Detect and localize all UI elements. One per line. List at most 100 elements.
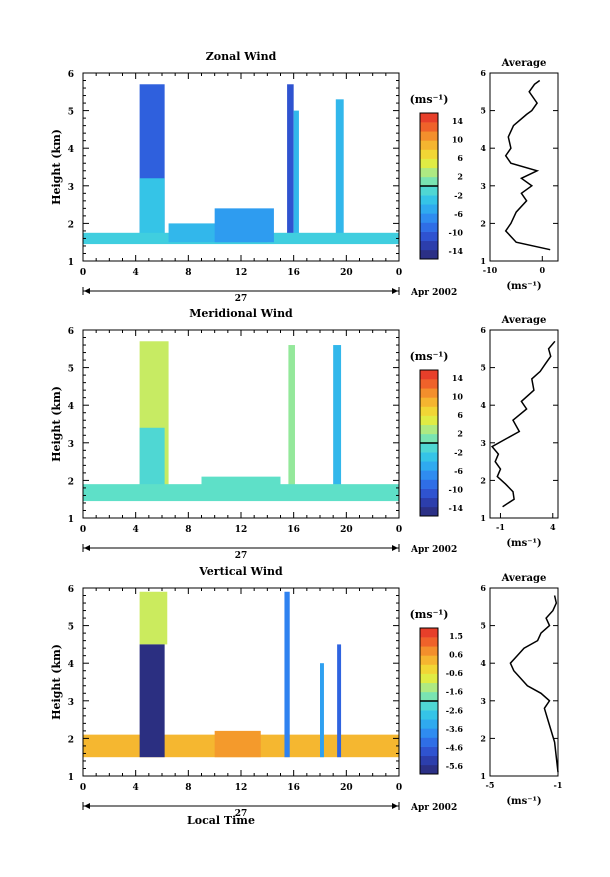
colorbar-tick-label: 6 [457, 153, 463, 163]
y-axis-label: Height (km) [50, 129, 63, 205]
colorbar-segment [420, 388, 438, 398]
average-y-tick-label: 3 [480, 181, 486, 191]
colorbar-segment [420, 222, 438, 232]
colorbar-tick-label: 10 [452, 135, 464, 145]
average-y-tick-label: 1 [480, 771, 486, 781]
average-y-tick-label: 1 [480, 256, 486, 266]
y-axis-label: Height (km) [50, 386, 63, 462]
date-month-label: Apr 2002 [410, 545, 457, 555]
x-axis-label: Local Time [187, 814, 255, 827]
x-tick-label: 0 [80, 525, 86, 535]
average-x-tick-label: 4 [550, 522, 556, 532]
colorbar-segment [420, 415, 438, 426]
heatmap-cell [214, 208, 274, 243]
colorbar-tick-label: 6 [457, 410, 463, 420]
heatmap-cell [139, 591, 168, 645]
colorbar-segment [420, 443, 438, 453]
colorbar-tick-label: -6 [454, 209, 463, 219]
date-month-label: Apr 2002 [410, 803, 457, 813]
heatmap-cell [139, 644, 165, 758]
date-bar-arrow [84, 545, 90, 551]
y-tick-label: 1 [68, 773, 74, 783]
average-y-tick-label: 6 [480, 68, 486, 78]
colorbar-segment [420, 479, 438, 489]
colorbar-tick-label: 10 [452, 392, 464, 402]
colorbar-segment [420, 149, 438, 159]
colorbar-tick-label: -5.6 [446, 761, 464, 771]
x-tick-label: 0 [80, 783, 86, 793]
colorbar-segment [420, 470, 438, 480]
date-bar-arrow [392, 545, 398, 551]
heatmap-cell [337, 644, 342, 758]
average-y-tick-label: 2 [480, 475, 486, 485]
x-tick-label: 8 [185, 783, 191, 793]
heatmap-cell [214, 730, 261, 758]
colorbar-segment [420, 728, 438, 738]
colorbar-segment [420, 122, 438, 132]
average-y-tick-label: 4 [480, 658, 486, 668]
x-tick-label: 20 [340, 783, 353, 793]
date-bar-arrow [392, 803, 398, 809]
heatmap-cells [83, 84, 399, 245]
date-bar-arrow [392, 288, 398, 294]
x-tick-label: 12 [235, 268, 248, 278]
heatmap-cells [83, 591, 399, 758]
y-tick-label: 2 [68, 220, 74, 230]
colorbar-unit: (ms⁻¹) [410, 608, 449, 621]
heatmap-cell [284, 591, 290, 758]
colorbar-segment [420, 370, 438, 380]
colorbar-segment [420, 628, 438, 638]
colorbar-segment [420, 497, 438, 508]
x-tick-label: 12 [235, 525, 248, 535]
x-tick-label: 0 [396, 268, 402, 278]
colorbar-tick-label: -6 [454, 466, 463, 476]
colorbar-segment [420, 764, 438, 775]
x-tick-label: 16 [287, 268, 300, 278]
heatmap-cell [201, 476, 281, 500]
average-y-tick-label: 3 [480, 696, 486, 706]
average-x-tick-label: -1 [554, 780, 563, 790]
average-y-tick-label: 5 [480, 106, 486, 116]
average-x-tick-label: 0 [540, 265, 546, 275]
colorbar-tick-label: 0.6 [449, 650, 463, 660]
average-profile-line [490, 340, 556, 508]
colorbar-segment [420, 195, 438, 205]
colorbar-tick-label: 1.5 [449, 631, 463, 641]
colorbar-segment [420, 249, 438, 260]
colorbar-tick-label: -4.6 [446, 742, 464, 752]
colorbar-segment [420, 379, 438, 389]
x-tick-label: 0 [396, 783, 402, 793]
average-unit: (ms⁻¹) [506, 538, 541, 549]
x-tick-label: 12 [235, 783, 248, 793]
colorbar-segment [420, 673, 438, 684]
colorbar-tick-label: -14 [449, 503, 464, 513]
colorbar-tick-label: -3.6 [446, 724, 464, 734]
x-tick-label: 4 [133, 525, 139, 535]
heatmap-cell [335, 99, 344, 243]
colorbar-segment [420, 397, 438, 407]
colorbar-segment [420, 140, 438, 150]
colorbar-unit: (ms⁻¹) [410, 93, 449, 106]
date-bar-arrow [84, 288, 90, 294]
average-title: Average [501, 58, 547, 69]
heatmap-cell [333, 345, 342, 500]
y-tick-label: 3 [68, 698, 74, 708]
date-month-label: Apr 2002 [410, 288, 457, 298]
y-tick-label: 5 [68, 623, 74, 633]
date-day-label: 27 [235, 294, 248, 304]
y-tick-label: 6 [68, 585, 74, 595]
average-x-tick-label: -10 [483, 265, 498, 275]
y-tick-label: 4 [68, 145, 74, 155]
colorbar-tick-label: -14 [449, 246, 464, 256]
colorbar-segment [420, 433, 438, 444]
colorbar-segment [420, 204, 438, 214]
colorbar-segment [420, 746, 438, 757]
colorbar-tick-label: -10 [449, 227, 464, 237]
colorbar-tick-label: -0.6 [446, 668, 464, 678]
colorbar-segment [420, 637, 438, 647]
colorbar-segment [420, 646, 438, 656]
y-tick-label: 2 [68, 477, 74, 487]
colorbar-tick-label: -10 [449, 484, 464, 494]
